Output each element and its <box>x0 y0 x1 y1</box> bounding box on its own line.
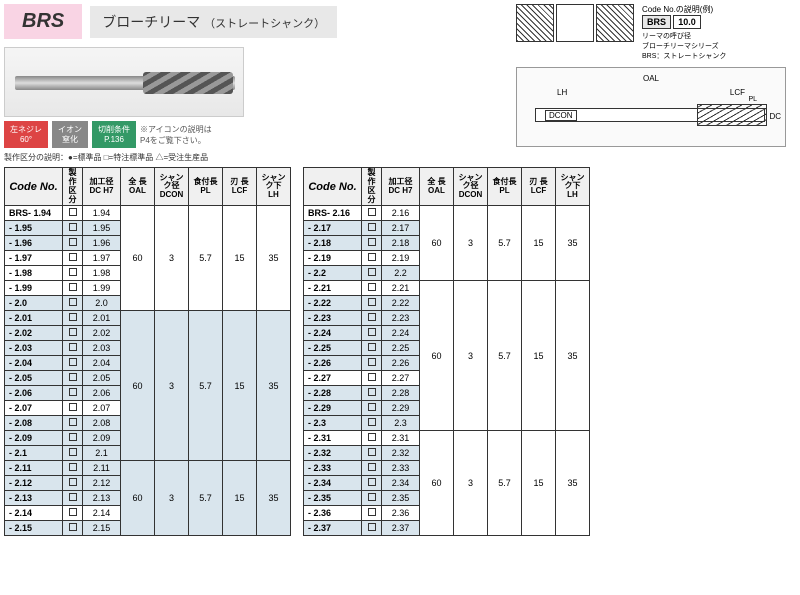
tbody-1: BRS- 1.941.946035.71535- 1.951.95- 1.961… <box>5 206 291 536</box>
code-ex-l1: リーマの呼び径 <box>642 31 726 41</box>
badge-ion: イオン窒化 <box>52 121 88 148</box>
dim-dcon: DCON <box>545 110 577 121</box>
code-ex-brs: BRS <box>642 15 671 29</box>
product-code: BRS <box>4 4 82 39</box>
code-ex-l3: BRS：ストレートシャンク <box>642 51 726 61</box>
code-ex-notes: リーマの呼び径 ブローチリーマシリーズ BRS：ストレートシャンク <box>642 31 726 61</box>
badge-cond: 切削条件P.136 <box>92 121 136 148</box>
tables: Code No.製作区分加工径DC H7全 長OALシャンク径DCON食付長PL… <box>0 167 800 536</box>
tool-flute <box>143 72 233 94</box>
code-ex-val: 10.0 <box>673 15 701 29</box>
product-name-text: ブローチリーマ <box>102 14 200 30</box>
dimension-diagram: OAL LH LCF PL DCON DC <box>516 67 786 147</box>
tbody-2: BRS- 2.162.166035.71535- 2.172.17- 2.182… <box>304 206 590 536</box>
hatch-right <box>596 4 634 42</box>
dim-oal: OAL <box>643 74 659 83</box>
badge-note: ※アイコンの説明はP4をご覧下さい。 <box>140 124 212 146</box>
table-row: - 2.312.316035.71535 <box>304 431 590 446</box>
product-sub: （ストレートシャンク） <box>204 18 325 30</box>
thead-1: Code No.製作区分加工径DC H7全 長OALシャンク径DCON食付長PL… <box>5 168 291 206</box>
hatch-left <box>516 4 554 42</box>
table-row: - 2.212.216035.71535 <box>304 281 590 296</box>
code-explain: Code No.の説明(例) BRS 10.0 リーマの呼び径 ブローチリーマシ… <box>642 4 726 61</box>
spec-table-2: Code No.製作区分加工径DC H7全 長OALシャンク径DCON食付長PL… <box>303 167 590 536</box>
dim-lh: LH <box>557 88 567 97</box>
tool-image <box>4 47 244 117</box>
legend: 製作区分の説明：●=標準品 □=特注標準品 △=受注生産品 <box>4 152 796 163</box>
thead-2: Code No.製作区分加工径DC H7全 長OALシャンク径DCON食付長PL… <box>304 168 590 206</box>
table-row: BRS- 2.162.166035.71535 <box>304 206 590 221</box>
dim-lcf: LCF <box>730 88 745 97</box>
badge-twist: 左ネジレ60° <box>4 121 48 148</box>
table-row: - 2.112.116035.71535 <box>5 461 291 476</box>
code-ex-l2: ブローチリーマシリーズ <box>642 41 726 51</box>
hatch-mid <box>556 4 594 42</box>
table-row: BRS- 1.941.946035.71535 <box>5 206 291 221</box>
dim-dc: DC <box>769 112 781 121</box>
dim-flute <box>697 104 767 126</box>
table-row: - 2.012.016035.71535 <box>5 311 291 326</box>
dim-pl: PL <box>748 96 757 103</box>
code-explain-title: Code No.の説明(例) <box>642 4 726 15</box>
hatch-diagram: Code No.の説明(例) BRS 10.0 リーマの呼び径 ブローチリーマシ… <box>516 4 796 61</box>
spec-table-1: Code No.製作区分加工径DC H7全 長OALシャンク径DCON食付長PL… <box>4 167 291 536</box>
product-name: ブローチリーマ （ストレートシャンク） <box>90 6 337 38</box>
top-right-panel: Code No.の説明(例) BRS 10.0 リーマの呼び径 ブローチリーマシ… <box>516 4 796 147</box>
